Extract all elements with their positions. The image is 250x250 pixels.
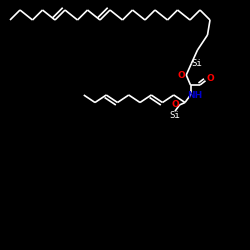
Text: O: O: [171, 100, 179, 109]
Text: Si: Si: [191, 59, 202, 68]
Text: Si: Si: [170, 111, 180, 120]
Text: O: O: [178, 70, 186, 80]
Text: O: O: [206, 74, 214, 83]
Text: NH: NH: [188, 90, 202, 100]
